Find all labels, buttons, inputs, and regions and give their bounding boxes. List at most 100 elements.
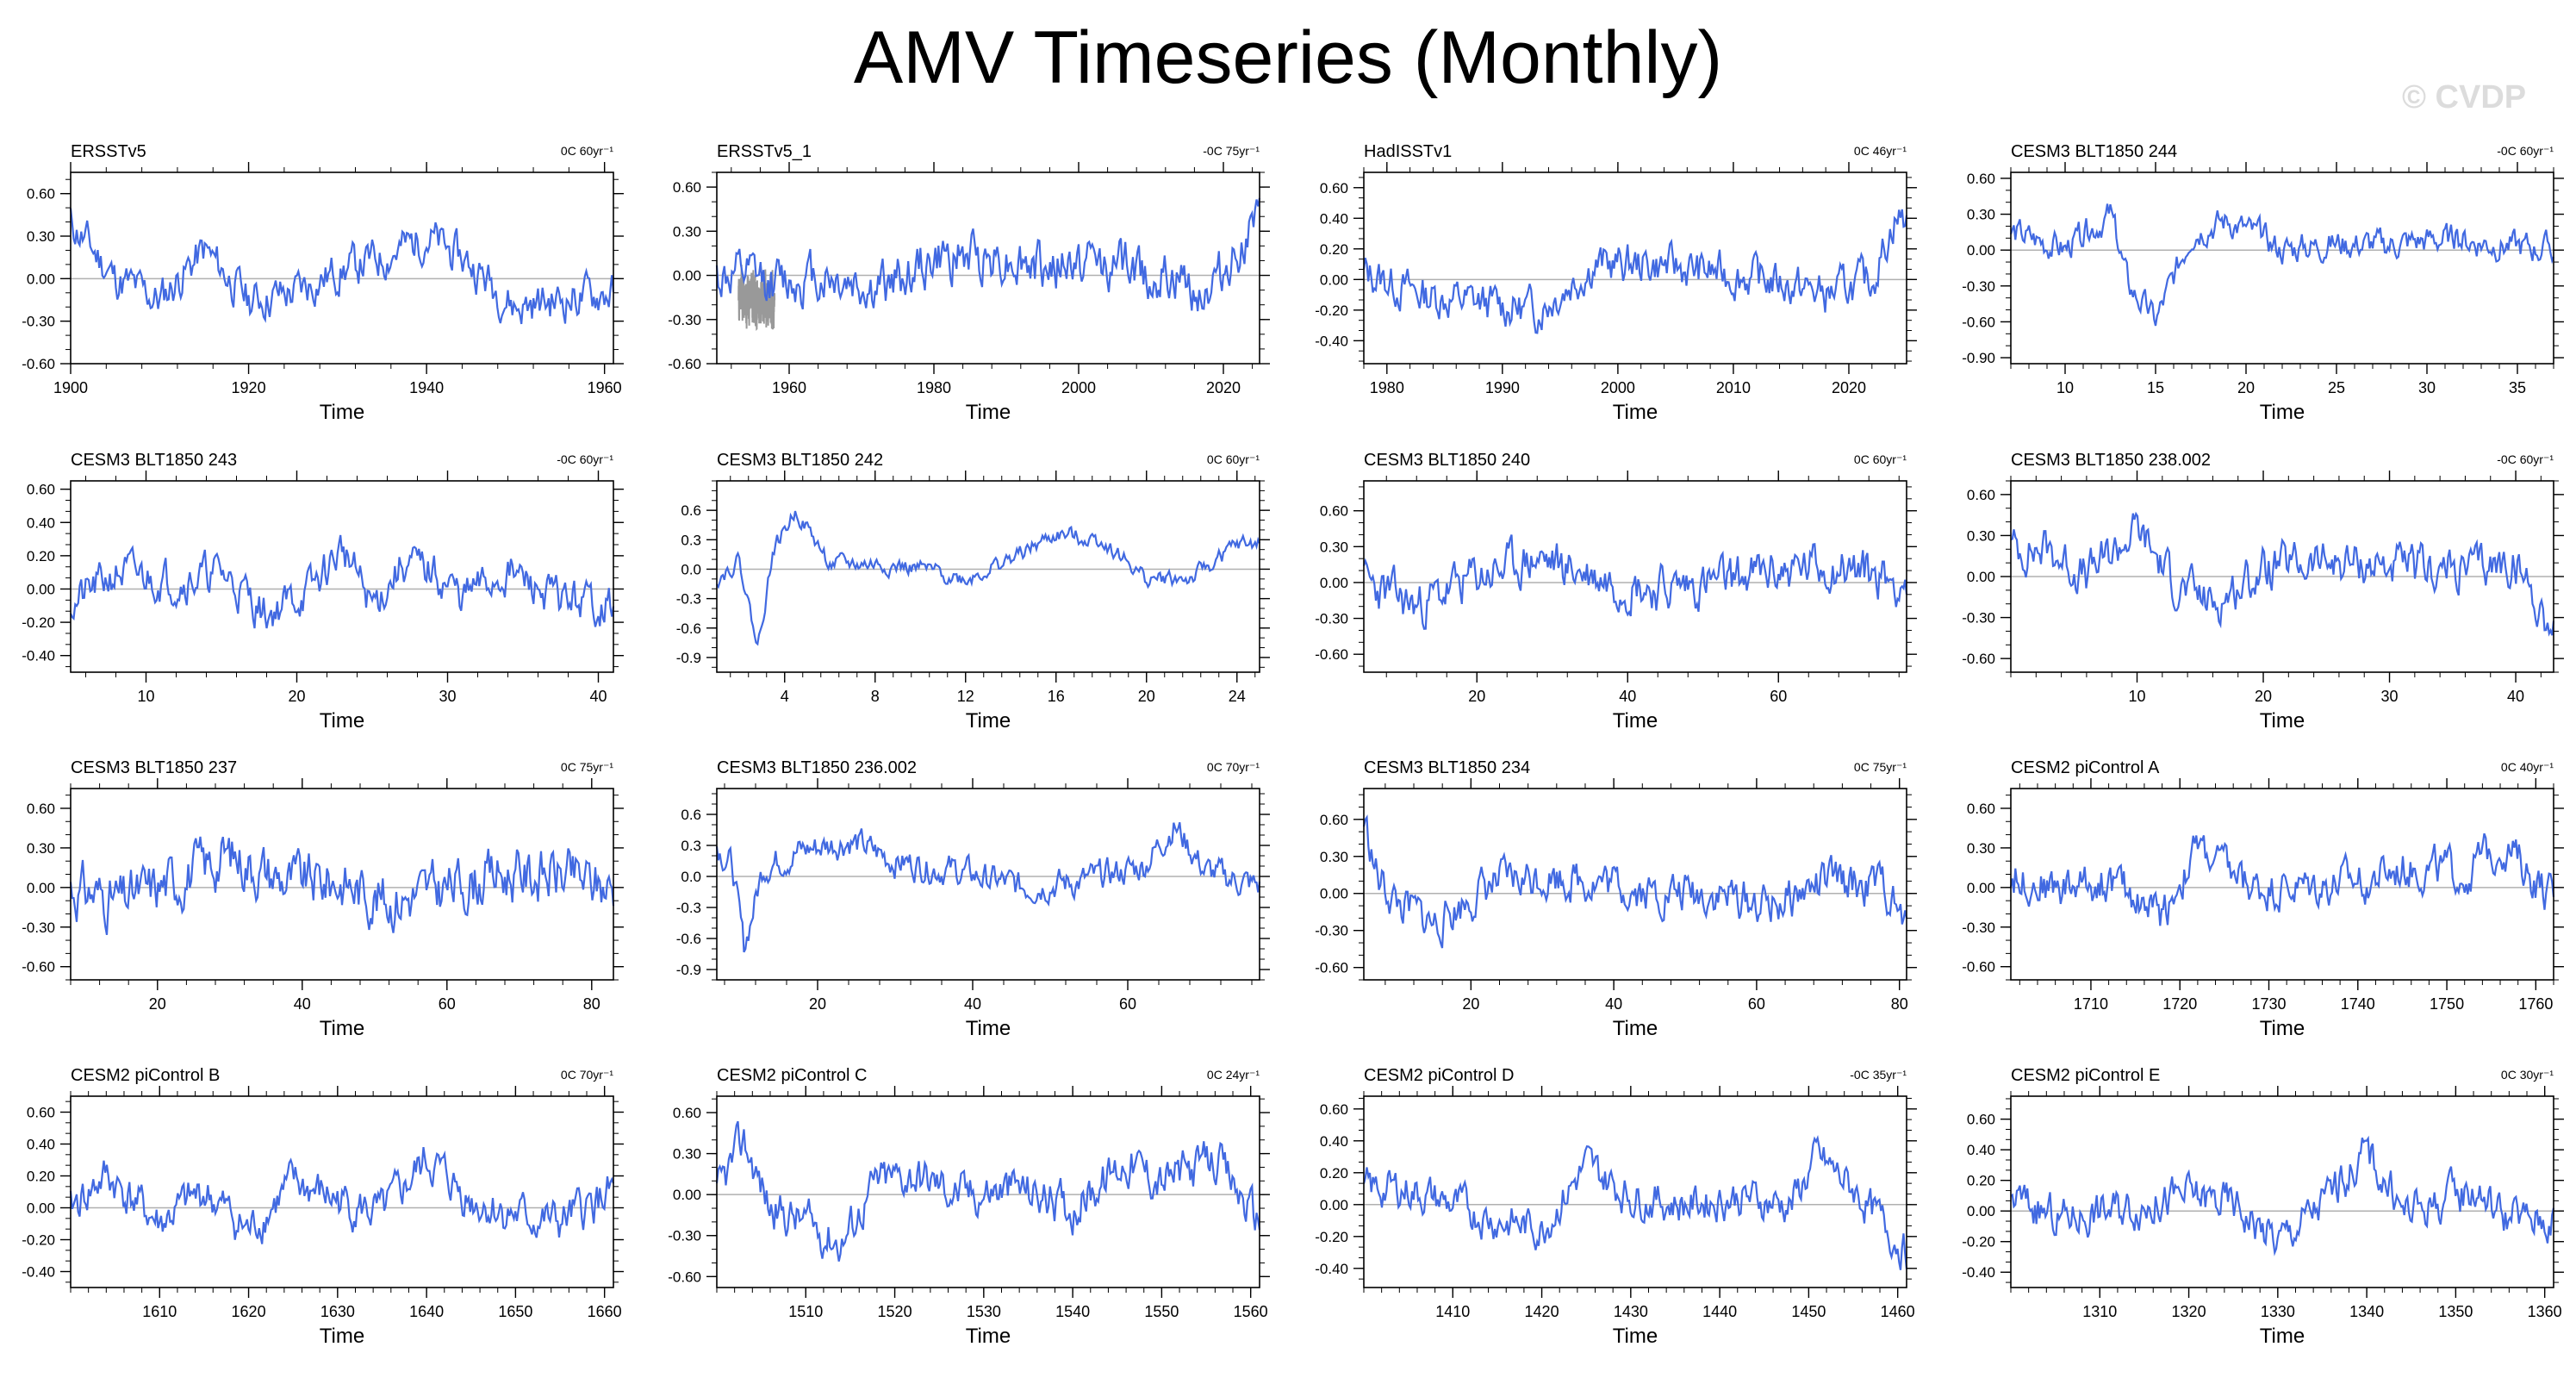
x-tick-label: 1540 <box>1055 1303 1090 1320</box>
y-tick-label: -0.6 <box>676 620 701 637</box>
panel-title: CESM3 BLT1850 236.002 <box>717 758 917 777</box>
x-tick-label: 1720 <box>2162 995 2197 1013</box>
y-tick-label: 0.40 <box>27 514 55 531</box>
y-tick-label: 0.60 <box>1967 487 1995 503</box>
panel-title: CESM3 BLT1850 238.002 <box>2011 451 2211 470</box>
panel-stats: 0C 30yr⁻¹ <box>2501 1068 2554 1082</box>
y-tick-label: -0.9 <box>676 650 701 666</box>
chart-panel: -0.60 -0.30 0.00 0.30 0.60 20 40 60 80 CESM3 BLT1… <box>1315 758 1917 1040</box>
amv-series-line <box>69 208 615 325</box>
x-axis-label: Time <box>2260 1325 2305 1348</box>
x-tick-label: 1730 <box>2251 995 2286 1013</box>
x-tick-label: 24 <box>1229 688 1246 705</box>
chart-panel: -0.60 -0.30 0.00 0.30 0.60 20 40 60 CESM3 BLT185… <box>1315 451 1917 733</box>
x-tick-label: 20 <box>809 995 826 1013</box>
panel-title: ERSSTv5 <box>71 142 146 161</box>
y-tick-label: -0.40 <box>22 1264 55 1281</box>
panel-title: CESM3 BLT1850 242 <box>717 451 883 470</box>
x-tick-label: 1550 <box>1144 1303 1179 1320</box>
panel-stats: 0C 60yr⁻¹ <box>1207 452 1260 466</box>
panel-title: CESM2 piControl E <box>2011 1066 2160 1085</box>
y-tick-label: 0.00 <box>1320 886 1348 902</box>
x-tick-label: 1960 <box>772 379 806 396</box>
y-tick-label: -0.30 <box>1315 923 1348 939</box>
y-tick-label: 0.60 <box>1320 812 1348 828</box>
y-tick-label: 0.6 <box>681 807 701 823</box>
y-tick-label: -0.3 <box>676 591 701 608</box>
x-tick-label: 40 <box>1619 688 1636 705</box>
panel-title: CESM3 BLT1850 240 <box>1364 451 1530 470</box>
x-tick-label: 1640 <box>409 1303 444 1320</box>
amv-series-line <box>2010 511 2555 637</box>
panel-title: CESM2 piControl C <box>717 1066 868 1085</box>
x-tick-label: 1960 <box>588 379 622 396</box>
y-tick-label: -0.30 <box>1962 278 1995 295</box>
x-axis-label: Time <box>966 401 1011 424</box>
y-tick-label: 0.60 <box>1967 171 1995 187</box>
y-tick-label: 0.40 <box>27 1137 55 1153</box>
y-tick-label: -0.40 <box>22 648 55 664</box>
amv-series-line <box>1362 1134 1908 1270</box>
chart-panel: -0.60 -0.30 0.00 0.30 0.60 1960 1980 2000 2020 ER… <box>668 142 1270 424</box>
amv-series-line <box>2010 1135 2555 1256</box>
x-tick-label: 1320 <box>2172 1303 2206 1320</box>
y-tick-label: -0.20 <box>22 614 55 631</box>
y-tick-label: -0.60 <box>1315 646 1348 663</box>
x-tick-label: 25 <box>2328 379 2345 396</box>
amv-series-line <box>1362 814 1908 949</box>
chart-panel: -0.60 -0.30 0.00 0.30 0.60 1900 1920 1940 1960 ER… <box>22 142 624 424</box>
x-tick-label: 10 <box>2056 379 2074 396</box>
y-tick-label: -0.60 <box>1315 960 1348 976</box>
chart-panel: -0.40 -0.20 0.00 0.20 0.40 0.60 1410 1420 1430 14… <box>1315 1066 1917 1348</box>
x-axis-label: Time <box>1613 1017 1658 1040</box>
x-tick-label: 80 <box>1891 995 1908 1013</box>
panel-stats: -0C 35yr⁻¹ <box>1850 1068 1907 1082</box>
x-axis-label: Time <box>320 1017 364 1040</box>
x-tick-label: 1530 <box>967 1303 1001 1320</box>
amv-series-line <box>69 1146 615 1244</box>
y-tick-label: -0.90 <box>1962 350 1995 366</box>
y-tick-label: 0.20 <box>27 1169 55 1185</box>
y-tick-label: 0.60 <box>1967 801 1995 817</box>
y-tick-label: -0.40 <box>1962 1264 1995 1281</box>
y-tick-label: 0.40 <box>1967 1142 1995 1158</box>
x-tick-label: 1520 <box>878 1303 912 1320</box>
x-tick-label: 1460 <box>1881 1303 1915 1320</box>
amv-series-line <box>2009 832 2555 926</box>
y-tick-label: 0.30 <box>1320 849 1348 865</box>
y-tick-label: 0.30 <box>673 223 701 240</box>
plot-frame <box>2010 1095 2554 1288</box>
x-tick-label: 2020 <box>1206 379 1241 396</box>
y-tick-label: 0.20 <box>1320 241 1348 258</box>
y-tick-label: 0.60 <box>1320 503 1348 520</box>
x-tick-label: 40 <box>294 995 311 1013</box>
x-tick-label: 60 <box>1770 688 1787 705</box>
panel-stats: -0C 75yr⁻¹ <box>1203 144 1260 158</box>
y-tick-label: 0.00 <box>1320 271 1348 288</box>
x-tick-label: 40 <box>1605 995 1622 1013</box>
x-tick-label: 1980 <box>1370 379 1404 396</box>
chart-panel: -0.40 -0.20 0.00 0.20 0.40 0.60 1980 1990 2000 20… <box>1315 142 1917 424</box>
y-tick-label: -0.30 <box>22 920 55 936</box>
plot-frame <box>70 480 614 673</box>
x-tick-label: 1710 <box>2074 995 2108 1013</box>
y-tick-label: -0.3 <box>676 900 701 916</box>
x-tick-label: 1980 <box>917 379 951 396</box>
y-tick-label: 0.30 <box>27 228 55 245</box>
x-tick-label: 12 <box>957 688 974 705</box>
y-tick-label: 0.3 <box>681 532 701 548</box>
y-tick-label: 0.60 <box>673 1105 701 1121</box>
y-tick-label: -0.60 <box>1962 314 1995 330</box>
plot-frame <box>70 171 614 365</box>
y-tick-label: 0.00 <box>27 1200 55 1217</box>
y-tick-label: 0.60 <box>27 482 55 498</box>
chart-panel: -0.60 -0.30 0.00 0.30 0.60 20 40 60 80 CESM3 BLT1… <box>22 758 624 1040</box>
y-tick-label: -0.30 <box>668 312 701 328</box>
plot-frame <box>70 788 614 981</box>
x-tick-label: 8 <box>871 688 880 705</box>
panel-stats: 0C 75yr⁻¹ <box>1854 760 1907 774</box>
y-tick-label: 0.20 <box>1967 1173 1995 1189</box>
amv-series-line <box>716 510 1261 646</box>
y-tick-label: 0.30 <box>1967 840 1995 857</box>
panel-stats: 0C 70yr⁻¹ <box>1207 760 1260 774</box>
